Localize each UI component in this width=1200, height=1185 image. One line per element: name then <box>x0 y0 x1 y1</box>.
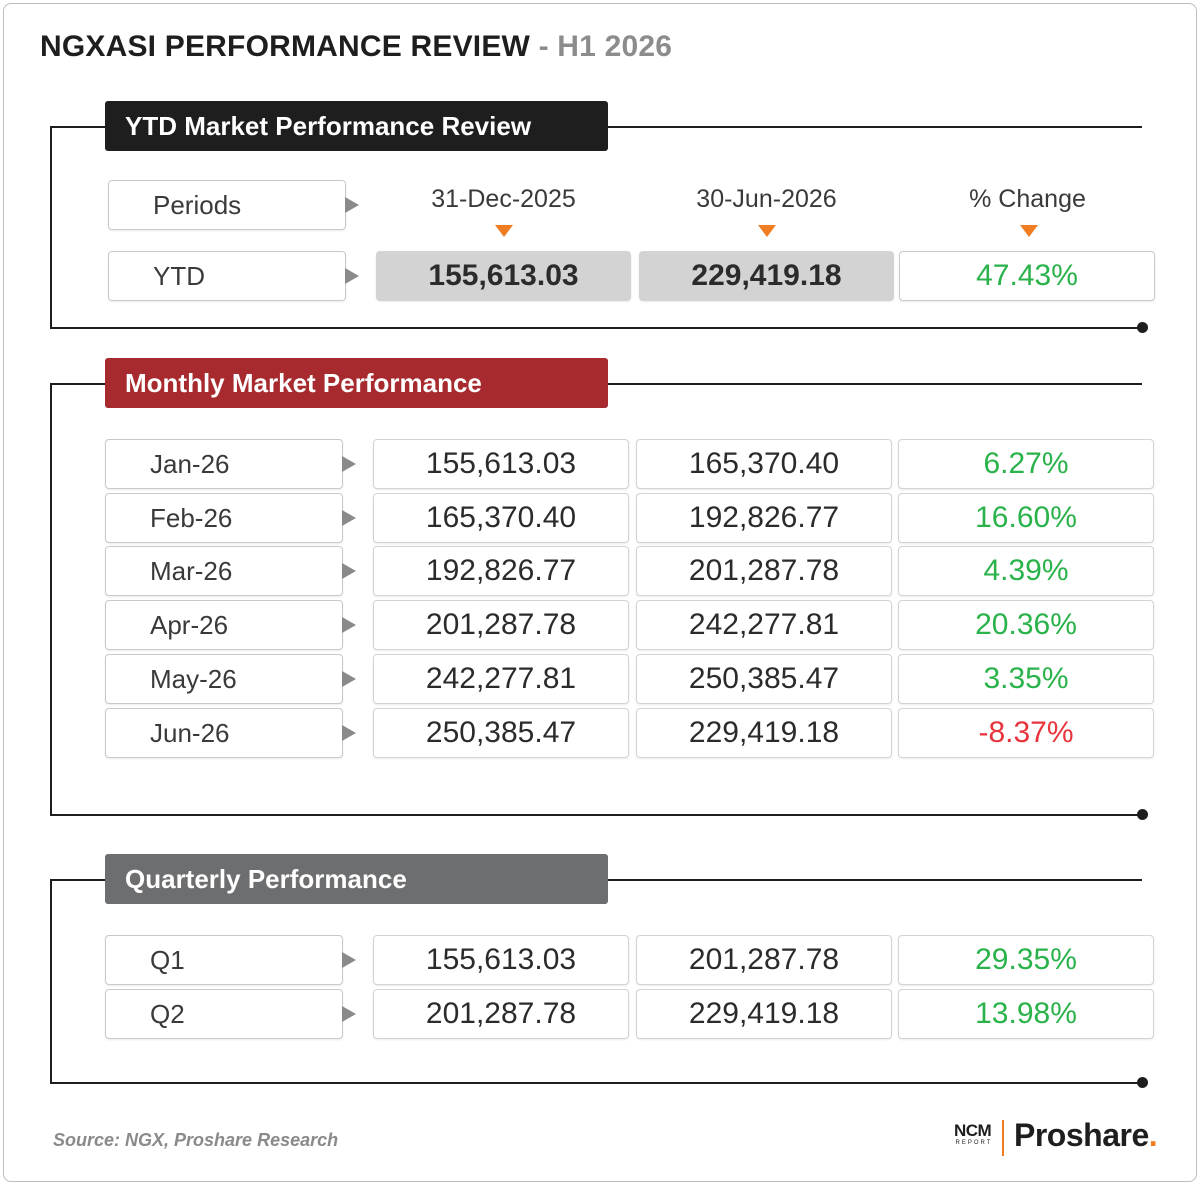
down-arrow-icon <box>495 225 513 237</box>
title-main: NGXASI PERFORMANCE REVIEW <box>40 30 531 63</box>
triangle-right-icon <box>342 725 356 741</box>
column-header-end: 30-Jun-2026 <box>696 185 837 213</box>
end-value: 229,419.18 <box>636 708 892 758</box>
change-value: 13.98% <box>898 989 1154 1039</box>
triangle-right-icon <box>345 197 359 213</box>
start-value: 155,613.03 <box>373 439 629 489</box>
periods-label: Periods <box>108 180 346 230</box>
row-label: Q1 <box>105 935 343 985</box>
infographic-frame <box>3 3 1197 1182</box>
end-value: 192,826.77 <box>636 493 892 543</box>
start-value: 192,826.77 <box>373 546 629 596</box>
down-arrow-icon <box>1020 225 1038 237</box>
change-value: 29.35% <box>898 935 1154 985</box>
page-title: NGXASI PERFORMANCE REVIEW - H1 2026 <box>40 30 672 64</box>
monthly-bracket-dot <box>1137 809 1148 820</box>
row-label: May-26 <box>105 654 343 704</box>
triangle-right-icon <box>342 1006 356 1022</box>
triangle-right-icon <box>342 671 356 687</box>
end-value: 201,287.78 <box>636 546 892 596</box>
monthly-section-header: Monthly Market Performance <box>105 358 608 408</box>
triangle-right-icon <box>342 563 356 579</box>
start-value: 242,277.81 <box>373 654 629 704</box>
quarterly-section-header: Quarterly Performance <box>105 854 608 904</box>
end-value: 201,287.78 <box>636 935 892 985</box>
start-value: 165,370.40 <box>373 493 629 543</box>
start-value: 155,613.03 <box>373 935 629 985</box>
change-value: 4.39% <box>898 546 1154 596</box>
change-value: 6.27% <box>898 439 1154 489</box>
ncm-report-logo: NCM REPORT <box>954 1122 994 1158</box>
row-label: Jan-26 <box>105 439 343 489</box>
proshare-logo-dot: . <box>1148 1117 1158 1153</box>
start-value: 201,287.78 <box>373 600 629 650</box>
proshare-logo: Proshare. <box>1014 1117 1158 1154</box>
triangle-right-icon <box>342 456 356 472</box>
proshare-logo-text: Proshare <box>1014 1117 1149 1153</box>
ytd-row-label: YTD <box>108 251 346 301</box>
end-value: 229,419.18 <box>636 989 892 1039</box>
ytd-end-value: 229,419.18 <box>639 251 894 301</box>
ytd-bracket-dot <box>1137 322 1148 333</box>
ncm-logo-text: NCM <box>954 1121 992 1140</box>
change-value: -8.37% <box>898 708 1154 758</box>
logo-separator <box>1002 1120 1004 1156</box>
down-arrow-icon <box>758 225 776 237</box>
ncm-logo-subtext: REPORT <box>955 1140 993 1146</box>
change-value: 3.35% <box>898 654 1154 704</box>
quarterly-bracket-dot <box>1137 1077 1148 1088</box>
end-value: 242,277.81 <box>636 600 892 650</box>
row-label: Q2 <box>105 989 343 1039</box>
start-value: 201,287.78 <box>373 989 629 1039</box>
column-header-change: % Change <box>969 185 1086 213</box>
triangle-right-icon <box>345 268 359 284</box>
start-value: 250,385.47 <box>373 708 629 758</box>
ytd-start-value: 155,613.03 <box>376 251 631 301</box>
triangle-right-icon <box>342 510 356 526</box>
end-value: 165,370.40 <box>636 439 892 489</box>
row-label: Jun-26 <box>105 708 343 758</box>
ytd-section-header: YTD Market Performance Review <box>105 101 608 151</box>
row-label: Feb-26 <box>105 493 343 543</box>
row-label: Mar-26 <box>105 546 343 596</box>
ytd-change-value: 47.43% <box>899 251 1155 301</box>
column-header-start: 31-Dec-2025 <box>431 185 576 213</box>
row-label: Apr-26 <box>105 600 343 650</box>
source-note: Source: NGX, Proshare Research <box>53 1130 339 1150</box>
end-value: 250,385.47 <box>636 654 892 704</box>
change-value: 20.36% <box>898 600 1154 650</box>
triangle-right-icon <box>342 952 356 968</box>
change-value: 16.60% <box>898 493 1154 543</box>
triangle-right-icon <box>342 617 356 633</box>
title-period: - H1 2026 <box>530 30 673 63</box>
